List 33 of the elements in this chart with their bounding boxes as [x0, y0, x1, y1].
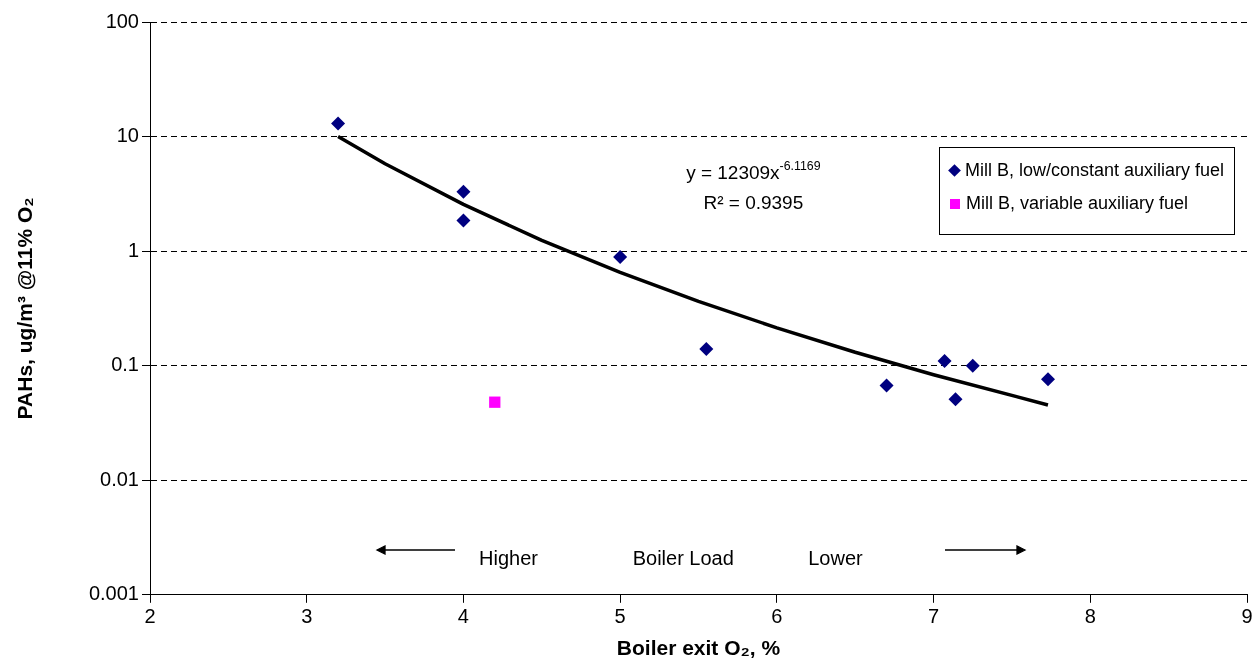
- point: [331, 116, 346, 131]
- point: [699, 341, 714, 356]
- y-tick-label: 1: [127, 238, 139, 261]
- legend-label: Mill B, variable auxiliary fuel: [965, 193, 1188, 214]
- y-tick-label: 10: [116, 124, 139, 147]
- point: [456, 184, 471, 199]
- annotation: R² = 0.9395: [703, 192, 804, 214]
- point: [456, 213, 471, 228]
- x-tick-label: 8: [1084, 605, 1096, 628]
- y-tick-label: 0.01: [100, 467, 139, 490]
- point: [489, 396, 501, 408]
- point: [613, 249, 628, 264]
- point: [948, 392, 963, 407]
- x-tick-label: 9: [1241, 605, 1253, 628]
- x-tick-label: 7: [928, 605, 940, 628]
- y-tick-label: 0.001: [88, 582, 139, 605]
- x-tick-label: 3: [301, 605, 313, 628]
- y-tick-label: 100: [105, 9, 139, 32]
- x-axis-title: Boiler exit O₂, %: [616, 636, 781, 660]
- point: [879, 378, 894, 393]
- annotation: Higher: [479, 546, 539, 570]
- y-tick-label: 0.1: [111, 353, 139, 376]
- point: [1040, 372, 1055, 387]
- x-tick-label: 2: [144, 605, 156, 628]
- x-tick-label: 5: [614, 605, 626, 628]
- annotation: Boiler Load: [632, 546, 734, 570]
- x-tick-label: 6: [771, 605, 783, 628]
- y-axis-title: PAHs, ug/m³ @11% O₂: [13, 197, 37, 420]
- point: [937, 353, 952, 368]
- annotation: Lower: [808, 546, 863, 570]
- legend-label: Mill B, low/constant auxiliary fuel: [964, 160, 1224, 181]
- point: [965, 358, 980, 373]
- x-tick-label: 4: [457, 605, 469, 628]
